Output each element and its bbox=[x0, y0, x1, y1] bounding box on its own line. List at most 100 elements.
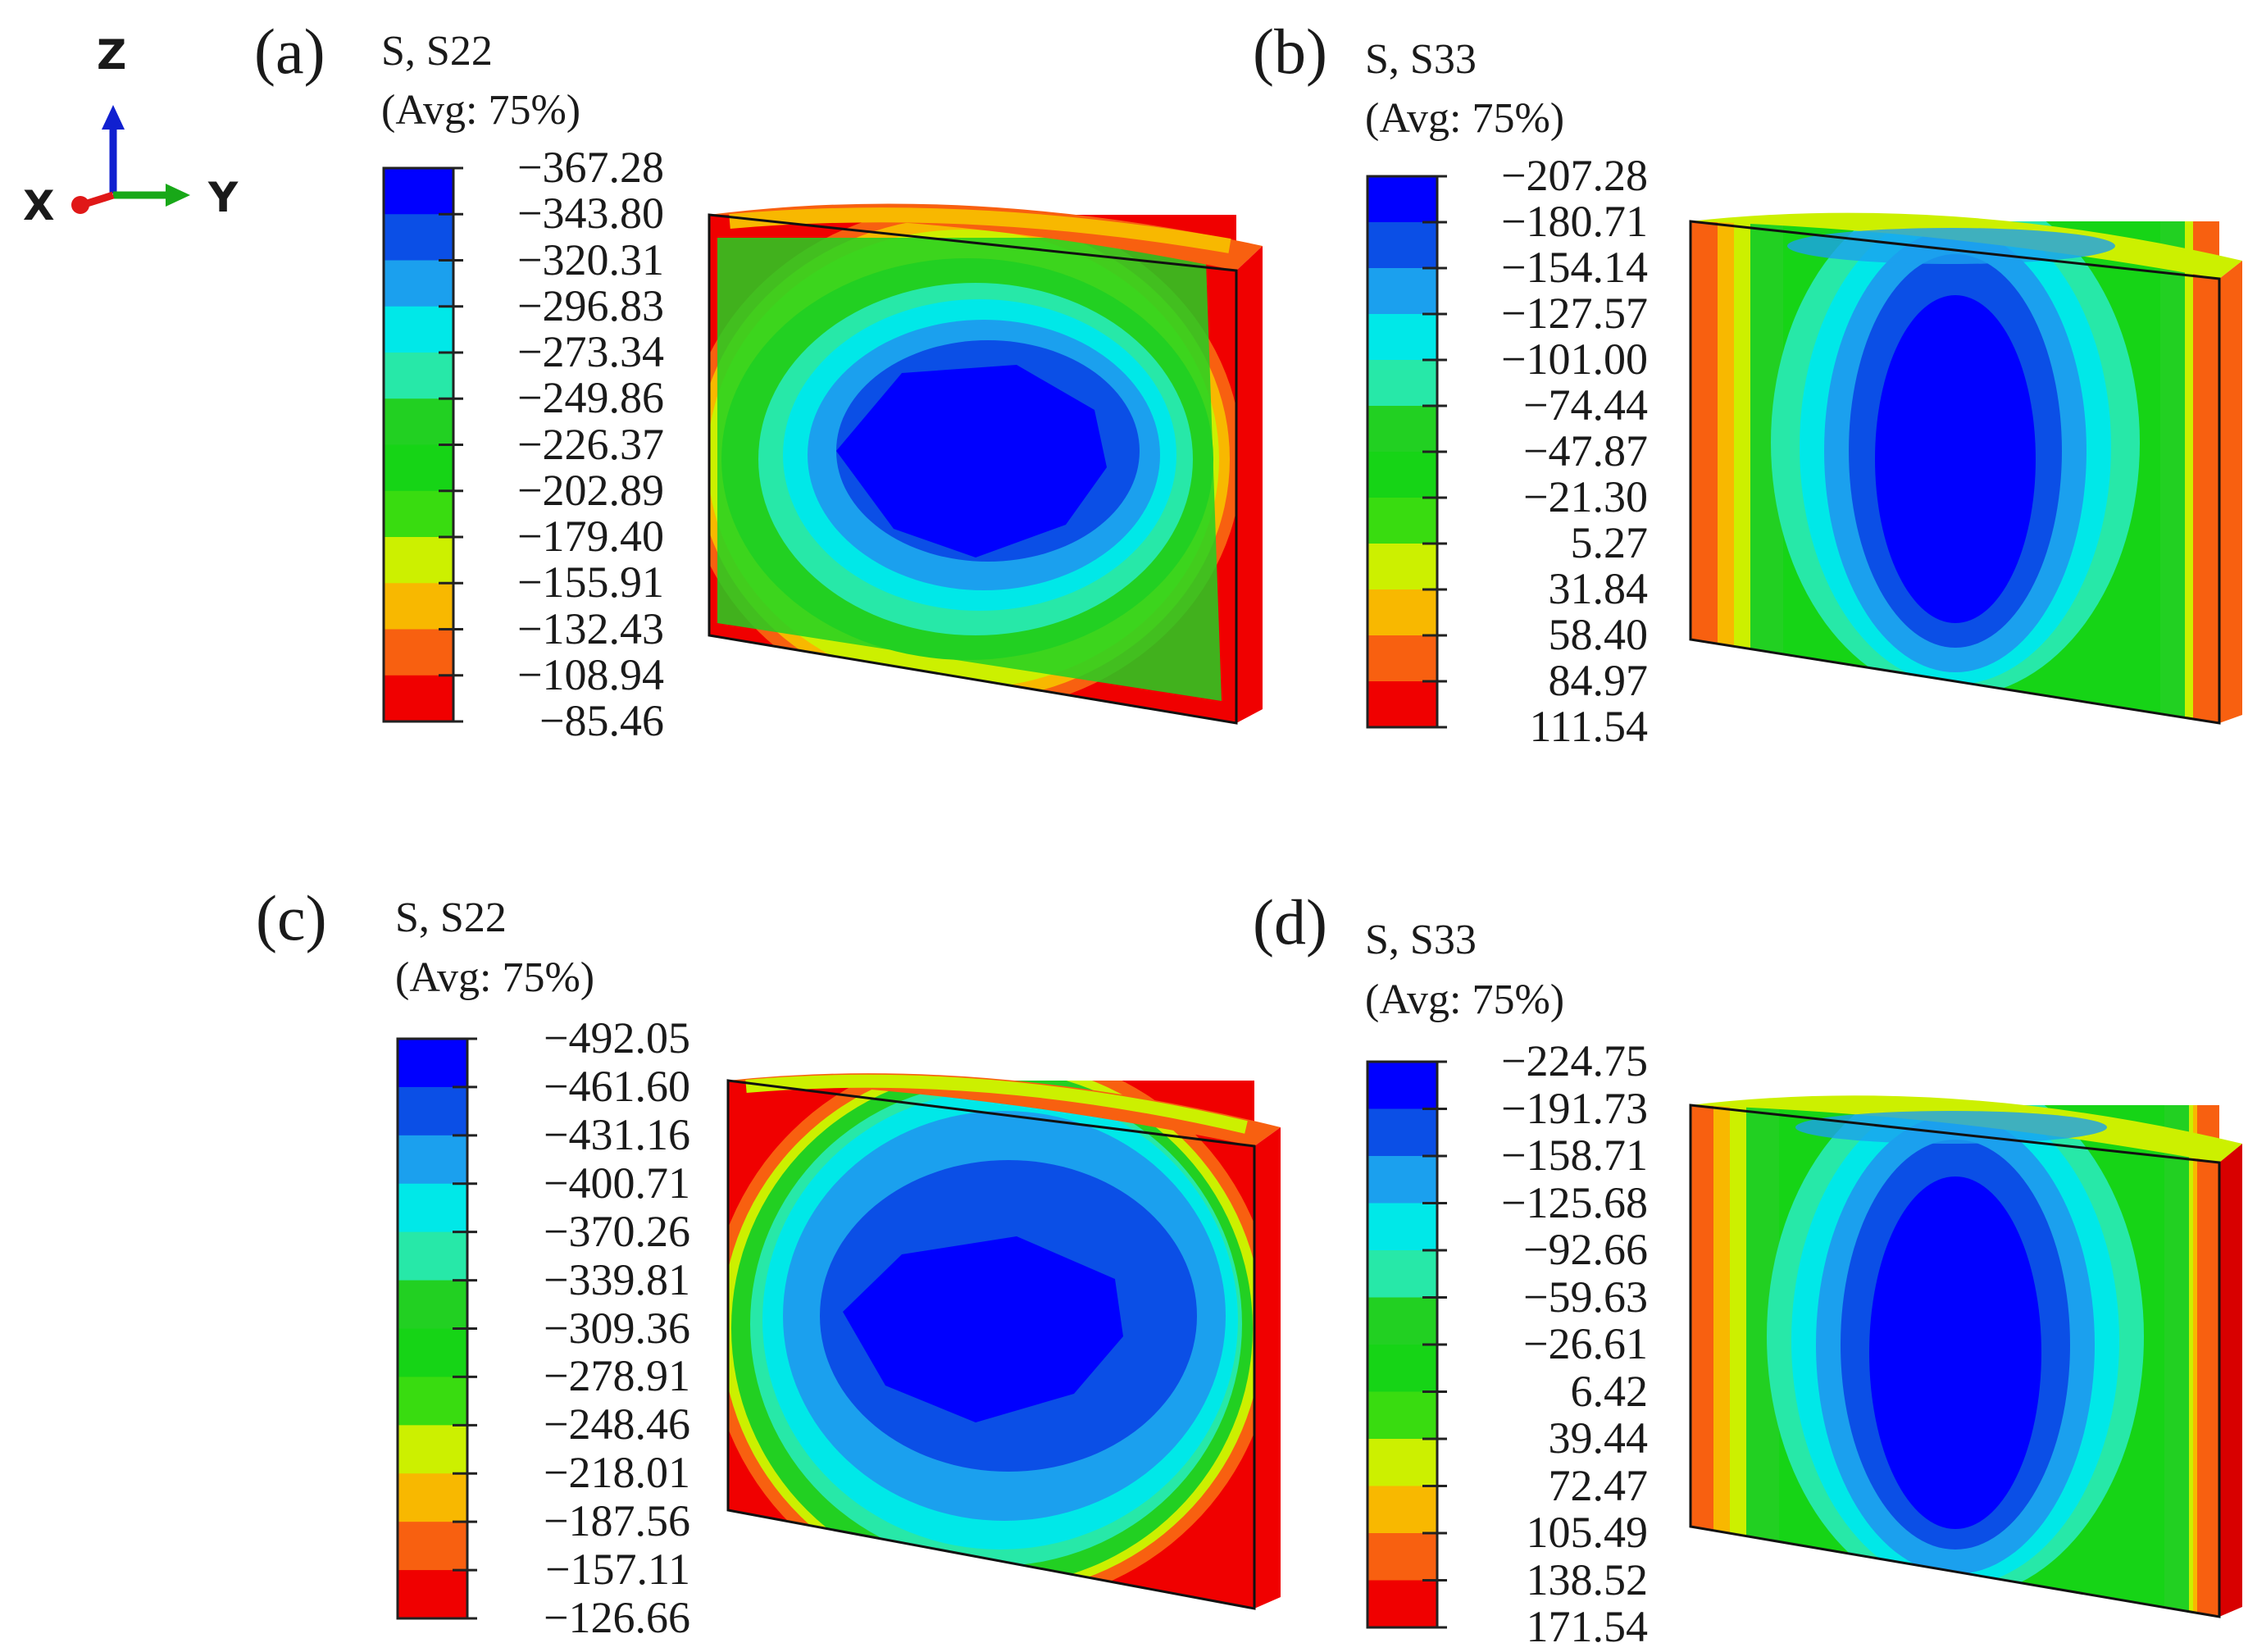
legend-swatch bbox=[384, 306, 453, 353]
legend-swatch bbox=[384, 629, 453, 676]
legend-tick-label: −273.34 bbox=[517, 327, 664, 376]
legend-swatch bbox=[1367, 1391, 1437, 1440]
panel-label-a: (a) bbox=[254, 16, 325, 87]
legend-swatch bbox=[1367, 1203, 1437, 1251]
legend-swatch bbox=[384, 260, 453, 307]
legend-swatch bbox=[384, 444, 453, 492]
legend-averaging-d: (Avg: 75%) bbox=[1365, 976, 1565, 1023]
legend-tick-label: −92.66 bbox=[1523, 1225, 1648, 1274]
legend-swatch bbox=[1367, 1439, 1437, 1486]
legend-variable-d: S, S33 bbox=[1365, 917, 1477, 963]
legend-tick-label: −155.91 bbox=[517, 557, 664, 608]
legend-swatch bbox=[384, 353, 453, 399]
legend-colorbar-a bbox=[382, 166, 463, 723]
legend-swatch bbox=[398, 1473, 467, 1522]
legend-tick-label: 171.54 bbox=[1526, 1602, 1649, 1651]
legend-tick-label: −309.36 bbox=[544, 1303, 690, 1353]
legend-tick-label: −101.00 bbox=[1501, 334, 1648, 384]
legend-tick-label: −224.75 bbox=[1501, 1036, 1648, 1085]
legend-tick-label: −132.43 bbox=[517, 603, 664, 653]
legend-swatch bbox=[398, 1135, 467, 1185]
legend-tick-label: −370.26 bbox=[544, 1206, 690, 1256]
legend-averaging-b: (Avg: 75%) bbox=[1365, 95, 1565, 142]
legend-tick-label: −157.11 bbox=[545, 1545, 690, 1595]
legend-swatch bbox=[1367, 544, 1437, 590]
legend-tick-label: −278.91 bbox=[544, 1351, 690, 1401]
legend-tick-label: 72.47 bbox=[1548, 1460, 1649, 1510]
panel-label-c: (c) bbox=[256, 882, 327, 953]
contour-plot-b bbox=[1689, 212, 2242, 725]
legend-swatch bbox=[398, 1377, 467, 1426]
panel-label-d: (d) bbox=[1253, 886, 1327, 958]
legend-tick-label: 5.27 bbox=[1570, 518, 1649, 567]
legend-swatch bbox=[1367, 1108, 1437, 1157]
legend-swatch bbox=[1367, 314, 1437, 361]
legend-swatch bbox=[1367, 635, 1437, 682]
legend-tick-label: −461.60 bbox=[544, 1061, 690, 1111]
legend-swatch bbox=[384, 537, 453, 584]
legend-swatch bbox=[398, 1039, 467, 1088]
coordinate-triad bbox=[71, 105, 190, 214]
legend-tick-label: −492.05 bbox=[544, 1013, 690, 1063]
legend-swatch bbox=[1367, 681, 1437, 728]
legend-tick-label: −74.44 bbox=[1523, 380, 1648, 430]
legend-swatch bbox=[398, 1570, 467, 1619]
legend-swatch bbox=[1367, 1250, 1437, 1298]
legend-tick-label: −218.01 bbox=[544, 1448, 690, 1498]
legend-variable-c: S, S22 bbox=[395, 894, 507, 941]
legend-tick-label: 6.42 bbox=[1570, 1366, 1649, 1416]
legend-swatch bbox=[384, 214, 453, 261]
legend-tick-label: −125.68 bbox=[1501, 1177, 1648, 1227]
legend-swatch bbox=[398, 1086, 467, 1136]
legend-swatch bbox=[384, 398, 453, 445]
legend-swatch bbox=[398, 1231, 467, 1281]
legend-tick-label: −431.16 bbox=[544, 1109, 690, 1159]
legend-tick-label: −249.86 bbox=[517, 373, 664, 423]
legend-swatch bbox=[1367, 1580, 1437, 1628]
legend-colorbar-b bbox=[1366, 175, 1447, 729]
legend-tick-label: −85.46 bbox=[539, 696, 664, 745]
legend-tick-label: 39.44 bbox=[1548, 1413, 1649, 1463]
legend-tick-label: −21.30 bbox=[1523, 472, 1648, 521]
legend-tick-label: −339.81 bbox=[544, 1254, 690, 1304]
legend-swatch bbox=[398, 1280, 467, 1329]
legend-tick-label: 138.52 bbox=[1526, 1554, 1649, 1604]
legend-swatch bbox=[1367, 222, 1437, 269]
z-axis-label: Z bbox=[97, 31, 127, 79]
y-axis-label: Y bbox=[208, 174, 239, 221]
legend-swatch bbox=[384, 583, 453, 630]
legend-swatch bbox=[1367, 1533, 1437, 1581]
legend-tick-label: −367.28 bbox=[517, 143, 664, 192]
legend-tick-label: 58.40 bbox=[1548, 610, 1649, 659]
legend-tick-label: −343.80 bbox=[517, 189, 664, 239]
legend-tick-label: −127.57 bbox=[1501, 289, 1648, 338]
legend-swatch bbox=[398, 1425, 467, 1474]
legend-tick-label: −126.66 bbox=[544, 1593, 690, 1642]
legend-colorbar-d bbox=[1366, 1060, 1447, 1629]
legend-variable-b: S, S33 bbox=[1365, 36, 1477, 83]
legend-tick-label: 84.97 bbox=[1548, 656, 1649, 705]
legend-tick-label: −191.73 bbox=[1501, 1083, 1648, 1133]
contour-plot-d bbox=[1689, 1095, 2242, 1618]
legend-tick-label: −202.89 bbox=[517, 465, 664, 515]
x-axis-label: X bbox=[23, 182, 55, 230]
legend-swatch bbox=[398, 1522, 467, 1571]
legend-swatch bbox=[1367, 406, 1437, 453]
legend-swatch bbox=[384, 675, 453, 722]
legend-swatch bbox=[1367, 1062, 1437, 1109]
legend-tick-label: −26.61 bbox=[1523, 1319, 1648, 1368]
legend-tick-label: −207.28 bbox=[1501, 151, 1648, 200]
legend-tick-label: −158.71 bbox=[1501, 1131, 1648, 1180]
legend-tick-label: −296.83 bbox=[517, 280, 664, 330]
legend-swatch bbox=[1367, 452, 1437, 498]
legend-tick-label: 105.49 bbox=[1526, 1508, 1649, 1557]
legend-tick-label: −187.56 bbox=[544, 1496, 690, 1546]
legend-tick-label: 31.84 bbox=[1548, 564, 1649, 613]
legend-tick-label: −248.46 bbox=[544, 1399, 690, 1449]
z-arrowhead-icon bbox=[102, 105, 125, 130]
legend-swatch bbox=[398, 1328, 467, 1377]
legend-tick-label: −179.40 bbox=[517, 512, 664, 561]
y-arrowhead-icon bbox=[166, 184, 190, 207]
legend-tick-label: −400.71 bbox=[544, 1158, 690, 1208]
